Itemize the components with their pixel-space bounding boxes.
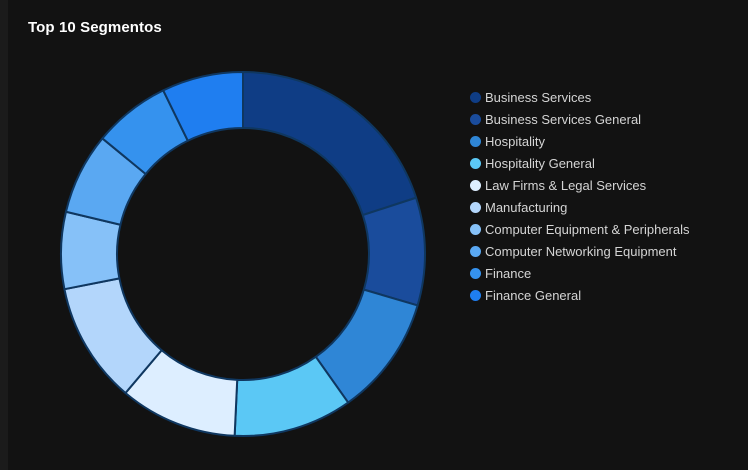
chart-title: Top 10 Segmentos bbox=[28, 19, 162, 36]
legend-item[interactable]: Hospitality bbox=[470, 130, 690, 152]
legend-swatch bbox=[470, 201, 481, 213]
legend-swatch bbox=[470, 223, 481, 235]
legend-swatch bbox=[470, 91, 481, 103]
legend-item[interactable]: Law Firms & Legal Services bbox=[470, 174, 690, 196]
legend-swatch bbox=[470, 179, 481, 191]
legend-item[interactable]: Business Services General bbox=[470, 108, 690, 130]
legend-swatch bbox=[470, 245, 481, 257]
legend-label: Law Firms & Legal Services bbox=[485, 177, 647, 193]
legend-item[interactable]: Hospitality General bbox=[470, 152, 690, 174]
legend-swatch bbox=[470, 157, 481, 169]
legend-label: Computer Networking Equipment bbox=[485, 243, 677, 259]
legend-label: Finance General bbox=[485, 287, 582, 303]
legend-label: Hospitality bbox=[485, 133, 545, 149]
legend-item[interactable]: Computer Equipment & Peripherals bbox=[470, 218, 690, 240]
legend-swatch bbox=[470, 289, 481, 301]
donut-slice-1[interactable] bbox=[242, 71, 418, 217]
legend-item[interactable]: Finance General bbox=[470, 284, 690, 306]
legend-label: Business Services bbox=[485, 89, 592, 105]
legend-label: Finance bbox=[485, 265, 532, 281]
legend-swatch bbox=[470, 135, 481, 147]
legend-swatch bbox=[470, 113, 481, 125]
legend-swatch bbox=[470, 267, 481, 279]
legend-item[interactable]: Business Services bbox=[470, 86, 690, 108]
legend-item[interactable]: Computer Networking Equipment bbox=[470, 240, 690, 262]
legend-label: Hospitality General bbox=[485, 155, 595, 171]
legend-label: Business Services General bbox=[485, 111, 642, 127]
legend-label: Computer Equipment & Peripherals bbox=[485, 221, 690, 237]
chart-legend: Business Services Business Services Gener… bbox=[470, 86, 690, 306]
legend-item[interactable]: Finance bbox=[470, 262, 690, 284]
legend-item[interactable]: Manufacturing bbox=[470, 196, 690, 218]
donut-slice-10[interactable] bbox=[162, 71, 244, 142]
donut-slice-2[interactable] bbox=[361, 196, 426, 307]
legend-label: Manufacturing bbox=[485, 199, 568, 215]
